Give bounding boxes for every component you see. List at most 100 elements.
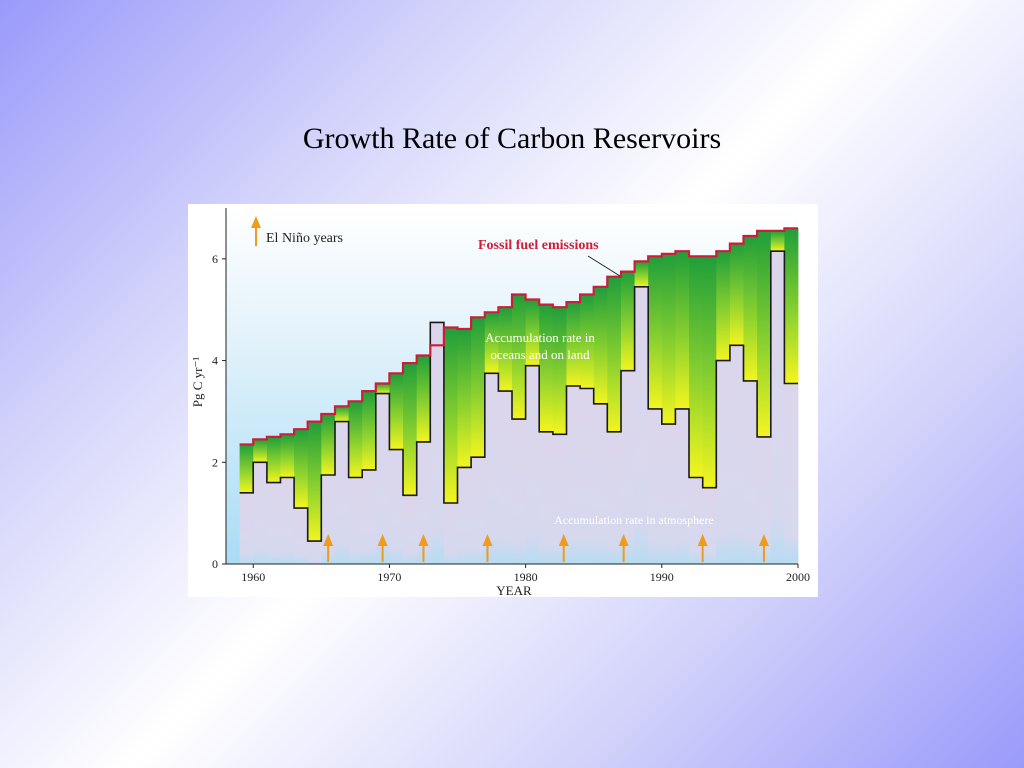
oceans-land-bar [675, 251, 690, 409]
atmosphere-bar [716, 360, 731, 564]
x-tick-label: 1970 [377, 570, 401, 584]
fossil-fuel-label: Fossil fuel emissions [478, 238, 599, 253]
oceans-land-bar [648, 256, 663, 409]
legend: El Niño years [251, 216, 343, 246]
oceans-land-bar [457, 329, 472, 468]
atmosphere-series-line [239, 250, 798, 542]
oceans-land-bar [334, 406, 349, 422]
oceans-land-bar [607, 276, 622, 432]
y-tick-label: 0 [212, 557, 218, 571]
legend-arrowhead [251, 216, 261, 228]
atmosphere-bar [375, 393, 390, 564]
oceans-land-bar [661, 253, 676, 425]
x-axis-label: YEAR [496, 583, 532, 597]
oceans-land-bar [539, 304, 554, 432]
el-nino-arrowhead [758, 534, 769, 546]
atmosphere-bar [416, 441, 431, 564]
fossil-fuel-leader-line [587, 255, 621, 277]
x-tick-label: 1960 [241, 570, 265, 584]
atmosphere-bar [457, 467, 472, 564]
atmosphere-bar [620, 370, 635, 564]
y-axis-label: Pg C yr⁻¹ [190, 357, 205, 408]
atmosphere-bar [334, 421, 349, 564]
atmosphere-bar [498, 391, 513, 564]
oceans-land-bar [266, 436, 281, 483]
oceans-land-bar [280, 434, 295, 478]
oceans-land-bar [375, 383, 390, 394]
oceans-land-bar [525, 299, 540, 366]
atmosphere-bar [648, 408, 663, 564]
atmosphere-label: Accumulation rate in atmosphere [554, 513, 714, 527]
oceans-land-bar [743, 235, 758, 381]
oceans-land-bar [620, 271, 635, 371]
atmosphere-bar [266, 482, 281, 564]
atmosphere-bar [757, 436, 772, 564]
x-tick-label: 1980 [514, 570, 538, 584]
legend-label: El Niño years [266, 231, 343, 246]
atmosphere-bar [552, 434, 567, 564]
atmosphere-bar [539, 431, 554, 564]
el-nino-arrowhead [697, 534, 708, 546]
atmosphere-bar [443, 502, 458, 564]
oceans-land-bar [348, 401, 363, 478]
atmosphere-bar [348, 477, 363, 564]
oceans-land-bar [321, 413, 336, 475]
atmosphere-bar [770, 251, 785, 564]
oceans-land-bar [484, 312, 499, 374]
atmosphere-bar [512, 419, 527, 564]
y-tick-label: 6 [212, 252, 218, 266]
el-nino-arrowhead [482, 534, 493, 546]
oceans-land-bar [729, 243, 744, 346]
fossil-fuel-series-line [239, 227, 798, 446]
oceans-land-bar [716, 251, 731, 361]
atmosphere-bar [784, 383, 799, 564]
atmosphere-bar [580, 388, 595, 564]
atmosphere-bar [729, 345, 744, 564]
slide-title: Growth Rate of Carbon Reservoirs [302, 122, 722, 155]
oceans-land-bar [498, 307, 513, 392]
oceans-land-label-line2: oceans and on land [490, 347, 590, 362]
atmosphere-bar [743, 380, 758, 564]
x-tick-label: 1990 [650, 570, 674, 584]
y-tick-label: 4 [212, 354, 218, 368]
atmosphere-bar [239, 492, 254, 564]
atmosphere-bar [294, 508, 309, 564]
atmosphere-bar [634, 286, 649, 564]
atmosphere-bar [321, 475, 336, 564]
oceans-land-bar [389, 373, 404, 450]
x-tick-label: 2000 [786, 570, 810, 584]
oceans-land-bar [689, 256, 704, 478]
oceans-land-bar [634, 261, 649, 287]
atmosphere-bar [403, 495, 418, 564]
atmosphere-bar [566, 386, 581, 564]
oceans-land-bar [307, 421, 322, 542]
atmosphere-bar [675, 408, 690, 564]
oceans-land-bar [702, 256, 717, 488]
atmosphere-bar [430, 322, 445, 564]
oceans-land-label-line1: Accumulation rate in [485, 330, 595, 345]
oceans-land-bar [770, 230, 785, 252]
el-nino-arrowhead [618, 534, 629, 546]
oceans-land-bar [443, 327, 458, 503]
legend-arrow-icon [251, 216, 261, 246]
el-nino-arrowhead [418, 534, 429, 546]
oceans-land-bar [416, 355, 431, 442]
atmosphere-bar [525, 365, 540, 564]
oceans-land-bar [403, 363, 418, 496]
atmosphere-bar [471, 457, 486, 564]
atmosphere-bar [253, 462, 268, 564]
oceans-land-bar [552, 307, 567, 435]
atmosphere-bar [661, 424, 676, 564]
atmosphere-bar [307, 541, 322, 564]
oceans-land-bar [512, 294, 527, 420]
atmosphere-bar [280, 477, 295, 564]
oceans-land-bar [757, 230, 772, 437]
oceans-land-bar [566, 302, 581, 386]
oceans-land-bar [784, 228, 799, 384]
carbon-chart: 0 2 4 6 1960 1970 1980 1990 2000 El Niño years F… [188, 204, 818, 597]
oceans-land-bar [580, 294, 595, 389]
el-nino-arrowhead [377, 534, 388, 546]
oceans-land-bar [362, 391, 377, 470]
oceans-land-bar [239, 444, 254, 493]
atmosphere-bar [593, 403, 608, 564]
